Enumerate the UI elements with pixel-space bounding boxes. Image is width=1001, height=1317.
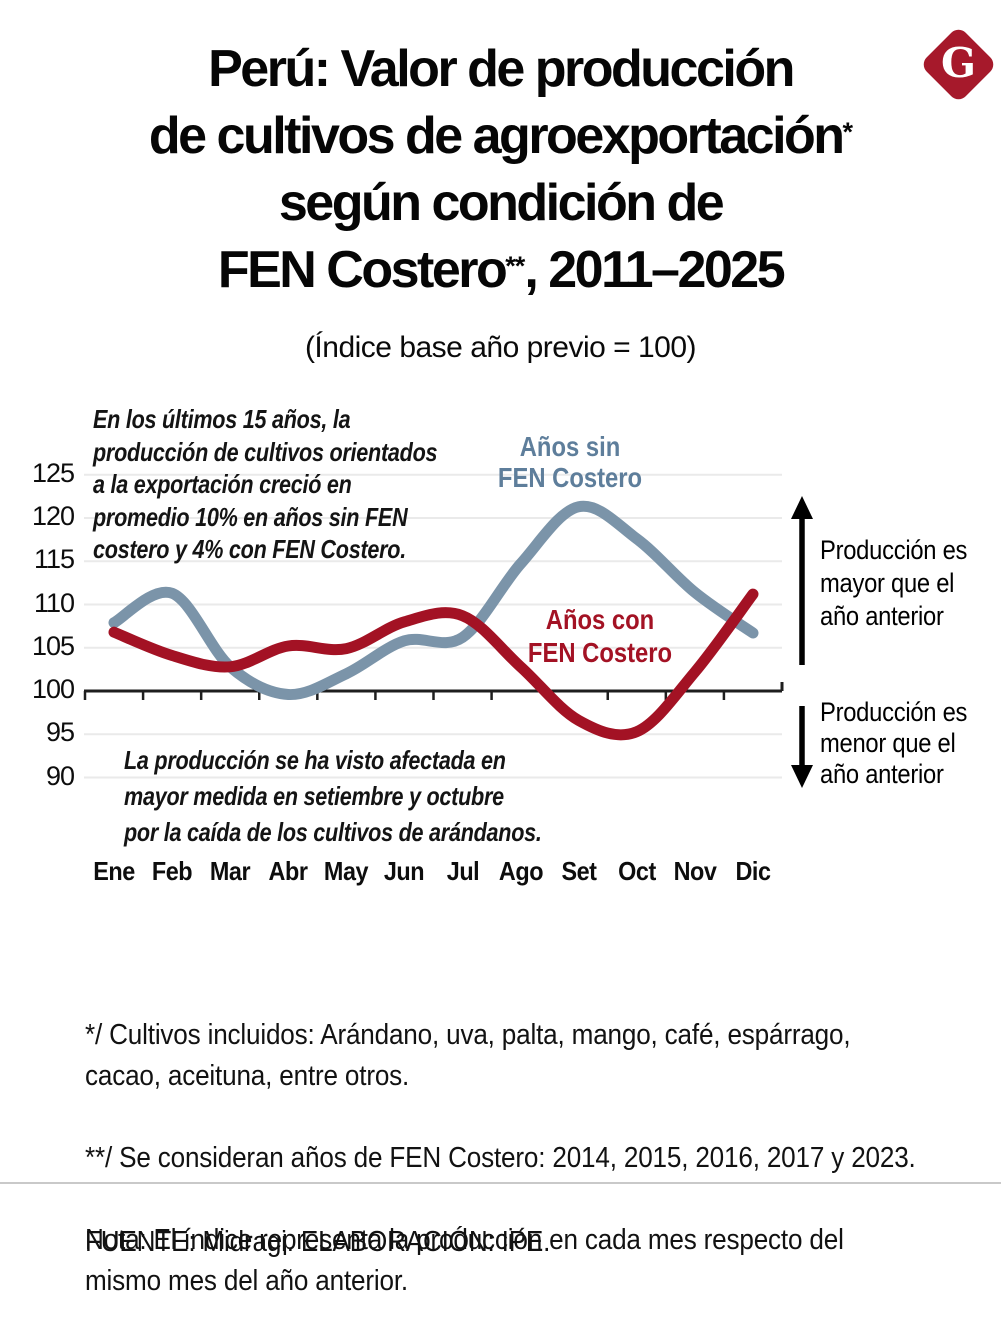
series-label-con-fen: Años con FEN Costero bbox=[527, 604, 673, 668]
caption-production-lower: Producción es menor que el año anterior bbox=[820, 697, 968, 789]
line-con-fen bbox=[108, 588, 759, 741]
page-title-line-2: de cultivos de agroexportación* bbox=[148, 107, 853, 165]
x-axis-label-ago: Ago bbox=[498, 856, 544, 886]
page-title-line-4: FEN Costero**, 2011–2025 bbox=[217, 241, 786, 299]
annotation-bottom: La producción se ha visto afectada en ma… bbox=[124, 745, 542, 847]
x-axis-label-may: May bbox=[324, 856, 369, 886]
y-axis-label: 100 bbox=[31, 674, 75, 704]
gridlines bbox=[84, 473, 782, 779]
footnote-nota: Nota: El índice representa la producción… bbox=[85, 1224, 844, 1297]
y-axis-label: 120 bbox=[31, 501, 75, 531]
y-axis-label: 125 bbox=[31, 457, 75, 488]
series-label-sin-fen: Años sin FEN Costero bbox=[497, 431, 643, 493]
caption-production-higher: Producción es mayor que el año anterior bbox=[820, 535, 968, 631]
y-axis-label: 115 bbox=[33, 544, 75, 575]
y-axis-label: 95 bbox=[45, 717, 75, 748]
chart-subtitle: (Índice base año previo = 100) bbox=[304, 331, 697, 364]
x-axis-label-feb: Feb bbox=[151, 856, 193, 886]
x-axis-label-set: Set bbox=[561, 856, 597, 886]
x-axis-label-oct: Oct bbox=[617, 856, 656, 886]
x-axis-label-abr: Abr bbox=[268, 856, 308, 886]
y-axis-label: 110 bbox=[33, 587, 75, 618]
x-axis-label-dic: Dic bbox=[735, 856, 771, 886]
page-title-line-1: Perú: Valor de producción bbox=[208, 40, 795, 98]
down-arrow-icon bbox=[791, 706, 813, 788]
x-axis-label-nov: Nov bbox=[673, 856, 717, 886]
x-axis-label-ene: Ene bbox=[93, 856, 135, 886]
source-line: FUENTE: Midragi. ELABORACIÓN: IPE. bbox=[85, 1226, 551, 1258]
page-title: Perú: Valor de producción de cultivos de… bbox=[0, 36, 1001, 304]
footnote-fen-years: **/ Se consideran años de FEN Costero: 2… bbox=[85, 1142, 916, 1174]
page-title-line-3: según condición de bbox=[278, 174, 725, 232]
y-axis-label: 90 bbox=[45, 760, 75, 791]
footnote-crops: */ Cultivos incluidos: Arándano, uva, pa… bbox=[85, 1019, 851, 1092]
footnotes: */ Cultivos incluidos: Arándano, uva, pa… bbox=[85, 974, 1001, 1317]
x-axis-label-jun: Jun bbox=[384, 856, 425, 886]
divider-line bbox=[0, 1182, 1001, 1184]
line-sin-fen bbox=[108, 500, 759, 701]
x-axis-label-mar: Mar bbox=[210, 856, 251, 886]
annotation-top: En los últimos 15 años, la producción de… bbox=[93, 404, 438, 564]
y-axis-label: 105 bbox=[31, 630, 75, 661]
up-arrow-icon bbox=[791, 496, 813, 665]
x-axis-label-jul: Jul bbox=[446, 856, 479, 886]
